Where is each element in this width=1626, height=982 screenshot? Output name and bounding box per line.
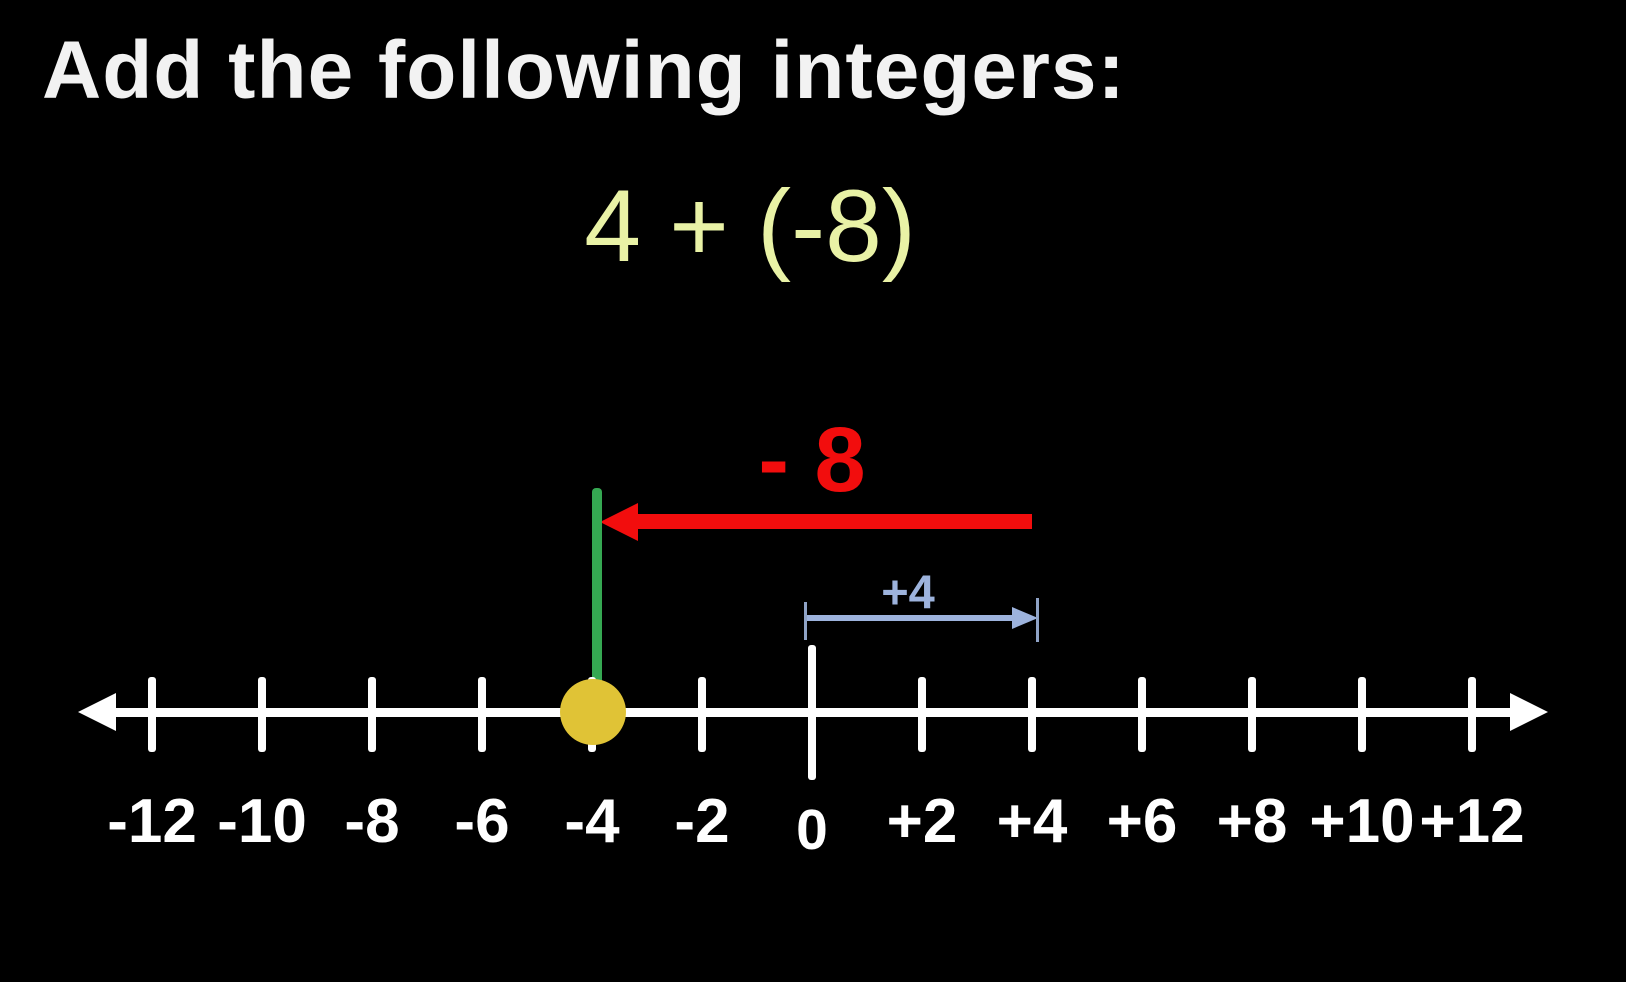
blue-arrow-end-tick — [1036, 598, 1039, 642]
blue-arrow-line — [807, 615, 1014, 621]
number-line-tick — [258, 677, 266, 752]
red-arrow-head-icon — [600, 503, 638, 541]
number-line-tick — [148, 677, 156, 752]
number-line-tick — [698, 677, 706, 752]
number-line-label: -4 — [564, 787, 620, 856]
number-line-tick — [478, 677, 486, 752]
number-line-label: -2 — [674, 787, 730, 856]
number-line-label: 0 — [796, 798, 828, 862]
number-line-tick — [1028, 677, 1036, 752]
math-expression: 4 + (-8) — [584, 169, 916, 283]
number-line-tick — [808, 645, 816, 780]
number-line-tick — [918, 677, 926, 752]
number-line-tick — [1468, 677, 1476, 752]
number-line-label: +8 — [1216, 787, 1288, 856]
red-arrow-label: - 8 — [758, 409, 866, 511]
result-marker-line — [592, 488, 602, 690]
red-arrow-line — [634, 514, 1032, 529]
number-line-tick — [1138, 677, 1146, 752]
number-line-left-arrow-icon — [78, 693, 116, 731]
number-line-label: +6 — [1106, 787, 1178, 856]
number-line-label: +12 — [1419, 787, 1525, 856]
number-line-tick — [1358, 677, 1366, 752]
number-line-label: +4 — [996, 787, 1068, 856]
number-line-tick — [1248, 677, 1256, 752]
number-line-label: -10 — [217, 787, 307, 856]
blue-arrow-label: +4 — [881, 565, 935, 618]
number-line-tick — [368, 677, 376, 752]
number-line-label: +2 — [886, 787, 958, 856]
blue-arrow-start-tick — [804, 602, 807, 640]
number-line-label: -12 — [107, 787, 197, 856]
number-line-right-arrow-icon — [1510, 693, 1548, 731]
sum-point-dot — [560, 679, 626, 745]
number-line-label: -8 — [344, 787, 400, 856]
page-title: Add the following integers: — [42, 25, 1126, 116]
number-line-label: +10 — [1309, 787, 1415, 856]
number-line-label: -6 — [454, 787, 510, 856]
blue-arrow-head-icon — [1012, 607, 1038, 629]
